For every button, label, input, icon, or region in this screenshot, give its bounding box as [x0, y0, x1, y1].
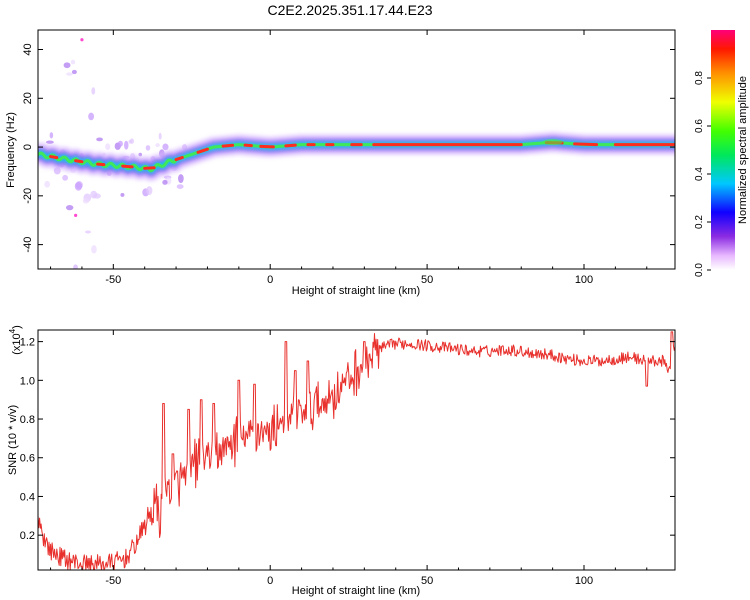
y-multiplier-exp: 4: [8, 328, 17, 333]
top-y-tick-label: 20: [22, 92, 34, 104]
top-y-tick-label: -20: [22, 188, 34, 204]
ridge-peak: [74, 159, 84, 164]
ridge-peak: [221, 143, 235, 148]
bottom-x-axis-label: Height of straight line (km): [292, 585, 420, 597]
scatter-blob: [176, 184, 184, 190]
scatter-blob: [49, 132, 54, 139]
ridge-peaks: [49, 139, 675, 170]
scatter-blob: [85, 230, 91, 234]
scatter-blob: [120, 192, 125, 197]
ridge-peak: [174, 156, 184, 162]
scatter-blob: [124, 140, 129, 150]
scatter-blob: [93, 193, 101, 199]
colorbar-tick-label: 0.0: [694, 263, 705, 277]
colorbar-label: Normalized spectral amplitude: [737, 76, 749, 224]
y-multiplier-label: (x104): [8, 325, 23, 355]
colorbar-tick-label: 0.8: [694, 71, 705, 85]
top-y-tick-label: 0: [22, 144, 34, 150]
scatter-blob: [117, 140, 123, 147]
scatter-blob: [73, 264, 78, 269]
spectrogram-panel: -50 0 50 100 -40 -20 0 20 40 Height of straight…: [5, 29, 676, 297]
bottom-y-tick-label: 1.2: [20, 337, 35, 349]
spectrogram-content: [38, 38, 675, 269]
bottom-x-tick-label: 50: [421, 575, 433, 587]
scatter-blob: [44, 180, 51, 188]
snr-panel: -50 0 50 100 0.2 0.4 0.6 0.8 1.0 1.2 Height of s…: [7, 325, 676, 597]
scatter-blob: [74, 181, 83, 191]
top-x-tick-label: 100: [575, 274, 593, 286]
snr-content: [38, 331, 675, 570]
bottom-y-axis-label: SNR (10 * v/v): [7, 405, 19, 475]
scatter-blob: [62, 174, 69, 181]
spectrogram-frame: [37, 29, 676, 270]
top-y-tick-label: 40: [22, 43, 34, 55]
scatter-speck: [80, 38, 84, 42]
bottom-y-axis: 0.2 0.4 0.6 0.8 1.0 1.2: [20, 337, 675, 542]
colorbar-tick-label: 0.4: [694, 167, 705, 181]
ridge-peak: [573, 142, 599, 147]
svg-text:(x104): (x104): [8, 325, 23, 355]
colorbar-gradient: [711, 30, 735, 270]
top-x-tick-label: 0: [267, 274, 273, 286]
colorbar: 0.0 0.2 0.4 0.6 0.8 Normalized spectral ampl…: [694, 30, 749, 277]
ridge-peak: [49, 155, 59, 160]
scatter-blob: [178, 174, 184, 184]
scatter-blob: [162, 143, 169, 151]
snr-frame: [37, 329, 676, 571]
bottom-y-tick-label: 0.6: [20, 453, 35, 465]
scatter-blob: [138, 152, 143, 157]
colorbar-ticks: 0.0 0.2 0.4 0.6 0.8: [694, 71, 711, 277]
scatter-blob: [45, 140, 54, 144]
scatter-blob: [71, 69, 77, 75]
scatter-blob: [88, 112, 95, 121]
colorbar-tick-label: 0.6: [694, 119, 705, 133]
y-multiplier-base: (x10: [11, 333, 23, 354]
top-y-tick-label: -40: [22, 237, 34, 253]
ridge-peak: [121, 164, 134, 169]
scatter-blob: [66, 72, 73, 76]
bottom-x-tick-label: 100: [575, 575, 593, 587]
scatter-blob: [146, 186, 153, 196]
top-x-tick-label: -50: [105, 274, 121, 286]
ridge-peak: [284, 143, 297, 148]
top-x-axis: -50 0 50 100: [50, 30, 648, 286]
bottom-y-tick-label: 0.8: [20, 414, 35, 426]
top-y-axis: -40 -20 0 20 40: [22, 43, 675, 253]
scatter-blob: [70, 59, 76, 65]
scatter-blob: [129, 138, 135, 144]
scatter-blob: [96, 137, 103, 142]
snr-series-line: [38, 331, 675, 570]
scatter-blob: [162, 179, 168, 185]
ridge-bump: [542, 139, 563, 146]
bottom-x-axis: -50 0 50 100: [50, 330, 648, 587]
bottom-x-tick-label: 0: [267, 575, 273, 587]
scatter-speck: [74, 213, 78, 217]
scatter-blob: [65, 204, 74, 211]
top-x-axis-label: Height of straight line (km): [292, 285, 420, 297]
scatter-blob: [105, 143, 111, 150]
bottom-x-tick-label: -50: [105, 575, 121, 587]
top-x-tick-label: 50: [421, 274, 433, 286]
ridge-peak: [143, 166, 156, 170]
scatter-blob: [145, 145, 151, 151]
scatter-blob: [82, 198, 90, 204]
y-multiplier-close: ): [11, 325, 23, 329]
scatter-blob: [91, 87, 96, 95]
bottom-y-tick-label: 1.0: [20, 375, 35, 387]
colorbar-tick-label: 0.2: [694, 215, 705, 229]
scatter-blob: [158, 132, 162, 140]
bottom-y-tick-label: 0.2: [20, 530, 35, 542]
scatter-blob: [91, 245, 97, 254]
scatter-blob: [63, 62, 71, 69]
top-y-axis-label: Frequency (Hz): [5, 112, 17, 188]
scatter-blob: [155, 143, 160, 148]
chart-title: C2E2.2025.351.17.44.E23: [267, 2, 432, 18]
ridge-peak: [196, 147, 209, 154]
bottom-y-tick-label: 0.4: [20, 491, 35, 503]
